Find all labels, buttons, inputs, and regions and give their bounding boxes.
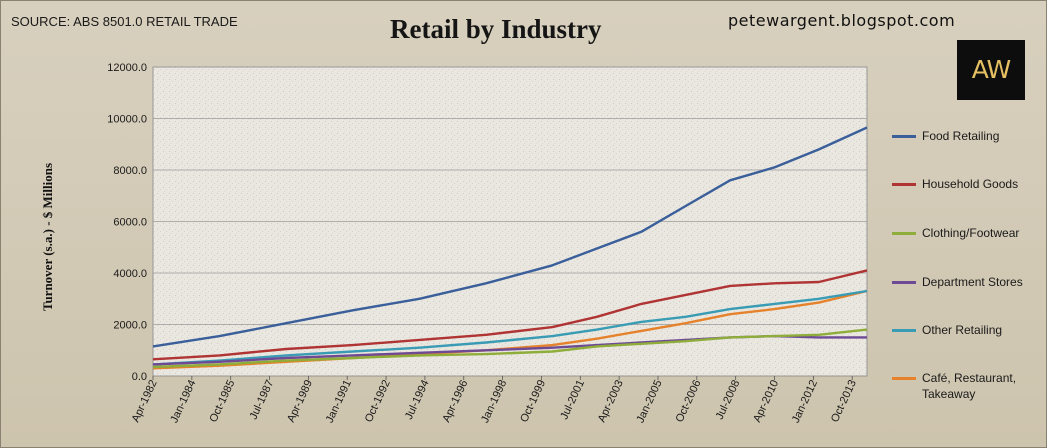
legend-swatch: [892, 232, 916, 235]
x-tick-label: Jan-1991: [324, 378, 354, 425]
legend-label: Café, Restaurant, Takeaway: [922, 371, 1017, 401]
legend-label: Clothing/Footwear: [922, 226, 1020, 240]
y-tick-label: 2000.0: [113, 320, 147, 332]
legend-swatch: [892, 377, 916, 380]
y-tick-label: 4000.0: [113, 268, 147, 280]
legend-swatch: [892, 183, 916, 186]
x-tick-label: Apr-1982: [130, 378, 160, 424]
x-tick-label: Oct-2006: [674, 378, 704, 424]
legend-swatch: [892, 135, 916, 138]
x-tick-label: Jan-2012: [790, 378, 820, 425]
legend-swatch: [892, 329, 916, 332]
legend-label: Other Retailing: [922, 323, 1003, 337]
x-tick-label: Jul-1994: [403, 378, 432, 421]
legend-label: Household Goods: [922, 177, 1019, 191]
legend-swatch: [892, 281, 916, 284]
series-line-other-retailing: [152, 289, 868, 366]
legend-label: Food Retailing: [922, 129, 1000, 143]
source-note: SOURCE: ABS 8501.0 RETAIL TRADE: [11, 14, 238, 29]
legend-label: Department Stores: [922, 275, 1023, 289]
series-line-clothing-footwear: [152, 328, 868, 369]
x-tick-label: Jul-1987: [248, 378, 277, 421]
y-tick-label: 12000.0: [107, 62, 147, 74]
aw-logo: AW: [957, 40, 1025, 100]
series-line-household-goods: [152, 269, 868, 361]
x-tick-label: Jan-1998: [479, 378, 509, 425]
y-tick-label: 10000.0: [107, 114, 147, 126]
x-tick-label: Jul-2001: [558, 378, 587, 421]
x-tick-label: Oct-1985: [207, 378, 237, 424]
x-tick-label: Jul-2008: [714, 378, 743, 421]
x-tick-label: Apr-1996: [440, 378, 470, 424]
x-tick-label: Apr-2003: [596, 378, 626, 424]
blog-url: petewargent.blogspot.com: [728, 11, 956, 30]
x-tick-label: Oct-1999: [518, 378, 548, 424]
x-tick-label: Apr-1989: [285, 378, 315, 424]
chart-title: Retail by Industry: [390, 14, 602, 44]
y-tick-label: 6000.0: [113, 217, 147, 229]
y-tick-label: 0.0: [132, 371, 147, 383]
x-tick-label: Jan-2005: [634, 378, 664, 425]
x-tick-label: Oct-2013: [829, 378, 859, 424]
x-tick-label: Oct-1992: [363, 378, 393, 424]
y-tick-label: 8000.0: [113, 165, 147, 177]
x-tick-label: Jan-1984: [168, 378, 198, 425]
series-line-food-retailing: [152, 126, 868, 348]
x-tick-label: Apr-2010: [751, 378, 781, 424]
